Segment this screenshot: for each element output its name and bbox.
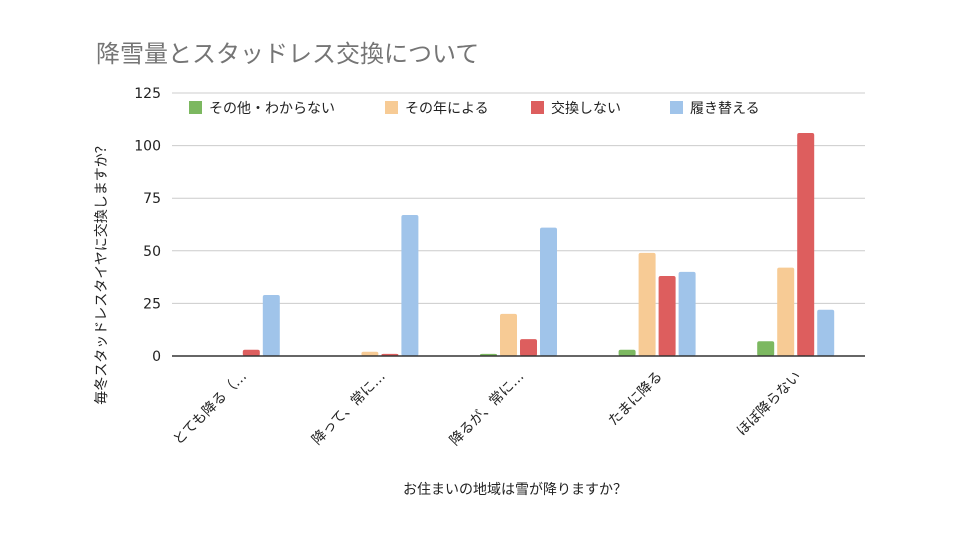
y-axis-ticks: 0 25 50 75 100 125	[134, 86, 161, 365]
legend-swatch	[385, 101, 398, 114]
legend-label: 交換しない	[551, 100, 621, 117]
x-category-label: 降るが、常に…	[447, 369, 527, 449]
bar	[401, 215, 419, 356]
bar	[500, 313, 517, 356]
bar	[777, 267, 795, 356]
bar	[242, 349, 260, 356]
legend-label: 履き替える	[690, 101, 760, 117]
bar	[520, 339, 537, 356]
legend: その他・わからない その年による 交換しない 履き替える	[189, 100, 760, 117]
y-tick-label: 75	[143, 191, 161, 207]
bar	[361, 351, 379, 356]
y-tick-label: 25	[143, 296, 161, 312]
x-category-label: ほぼ降らない	[734, 369, 805, 440]
x-category-label: 降って、常に…	[309, 369, 389, 449]
x-category-label: とても降る（…	[170, 369, 250, 449]
bar	[618, 349, 636, 356]
x-category-label: たまに降る	[605, 369, 666, 430]
bar	[757, 341, 775, 356]
y-tick-label: 100	[134, 139, 161, 155]
bar	[797, 132, 815, 356]
legend-label: その年による	[405, 101, 489, 117]
bars	[242, 132, 835, 356]
gridlines	[172, 92, 865, 304]
legend-swatch	[531, 101, 544, 114]
x-axis-title: お住まいの地域は雪が降りますか？	[403, 482, 627, 498]
legend-swatch	[189, 101, 202, 114]
bar	[262, 294, 280, 356]
y-axis-title: 毎冬スタッドレスタイヤに交換しますか？	[93, 139, 110, 405]
bar	[638, 252, 656, 356]
y-tick-label: 125	[134, 86, 161, 102]
y-tick-label: 50	[143, 244, 161, 260]
bar	[678, 271, 696, 356]
legend-swatch	[670, 101, 683, 114]
legend-label: その他・わからない	[209, 101, 335, 117]
bar	[658, 276, 676, 356]
bar	[817, 309, 835, 356]
chart-title: 降雪量とスタッドレス交換について	[96, 40, 479, 68]
bar	[540, 227, 557, 356]
y-tick-label: 0	[152, 349, 161, 365]
x-axis-categories: とても降る（… 降って、常に… 降るが、常に… たまに降る ほぼ降らない	[170, 369, 804, 449]
